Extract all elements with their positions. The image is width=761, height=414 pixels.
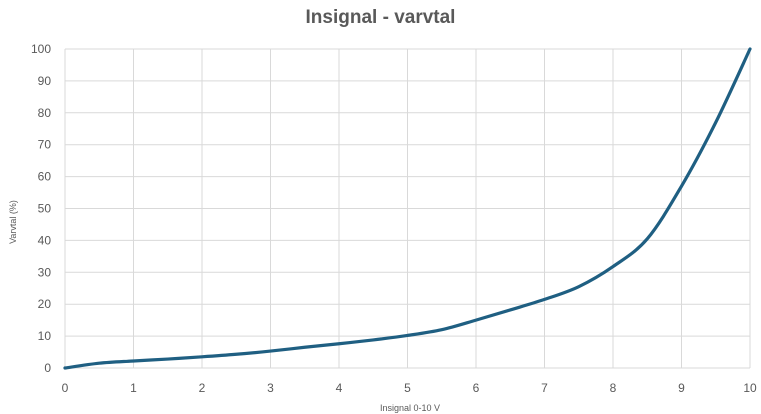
x-tick-label: 6 [473, 381, 480, 395]
y-tick-label: 0 [44, 361, 51, 375]
y-tick-label: 100 [31, 42, 51, 56]
grid-lines [64, 48, 751, 369]
y-tick-label: 50 [38, 202, 52, 216]
y-tick-label: 70 [38, 138, 52, 152]
x-tick-label: 3 [267, 381, 274, 395]
y-axis-ticks: 0 10 20 30 40 50 60 70 80 90 100 [31, 42, 51, 375]
x-tick-label: 5 [404, 381, 411, 395]
y-tick-label: 90 [38, 74, 52, 88]
chart-title: Insignal - varvtal [305, 7, 456, 28]
y-tick-label: 10 [38, 329, 52, 343]
x-tick-label: 1 [130, 381, 137, 395]
x-axis-ticks: 0 1 2 3 4 5 6 7 8 9 10 [62, 381, 757, 395]
x-tick-label: 9 [678, 381, 685, 395]
x-tick-label: 10 [743, 381, 757, 395]
y-tick-label: 20 [38, 297, 52, 311]
x-tick-label: 8 [610, 381, 617, 395]
x-tick-label: 0 [62, 381, 69, 395]
series-line [63, 47, 752, 370]
x-tick-label: 2 [199, 381, 206, 395]
y-tick-label: 80 [38, 106, 52, 120]
x-axis-label: Insignal 0-10 V [380, 403, 440, 413]
y-tick-label: 60 [38, 170, 52, 184]
x-tick-label: 7 [541, 381, 548, 395]
series-layer [63, 47, 752, 370]
y-tick-label: 40 [38, 233, 52, 247]
y-axis-label: Varvtal (%) [8, 200, 18, 244]
y-tick-label: 30 [38, 265, 52, 279]
x-tick-label: 4 [336, 381, 343, 395]
